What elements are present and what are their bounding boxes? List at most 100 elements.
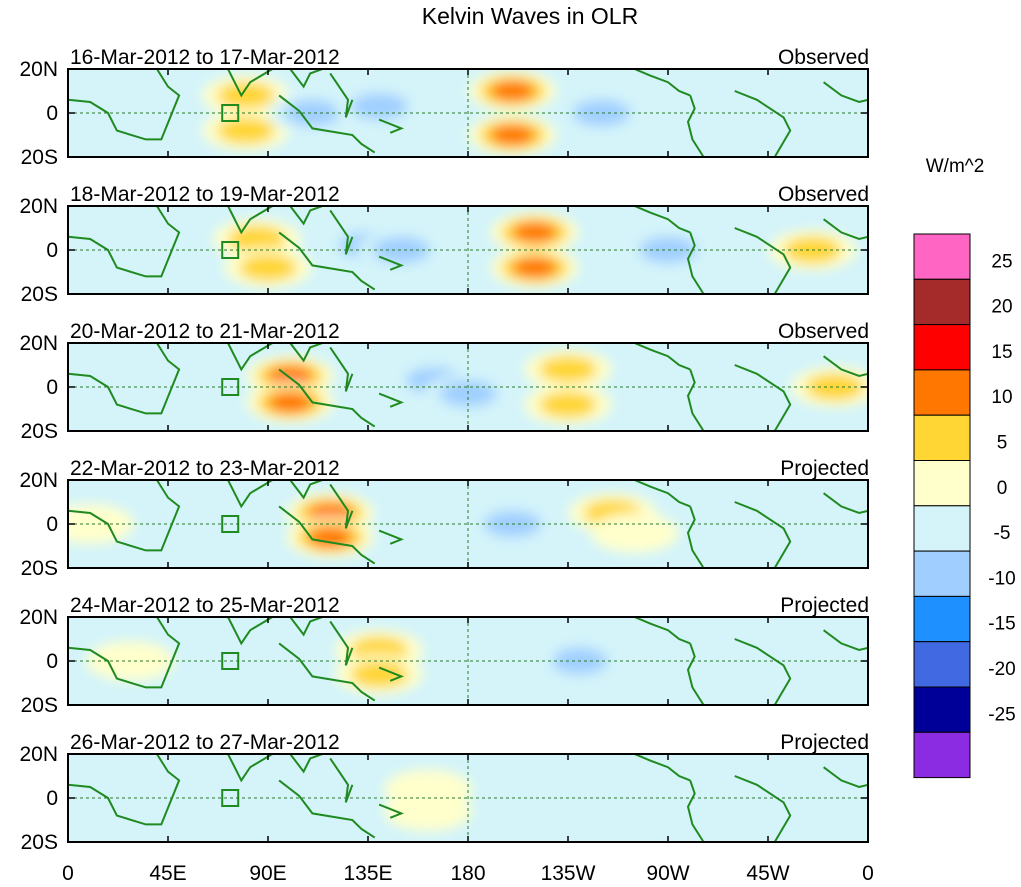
x-tick-label: 135W	[541, 862, 596, 885]
anomaly-contour	[350, 93, 408, 120]
colorbar-label: 5	[997, 433, 1008, 454]
coastline	[823, 629, 868, 652]
coastline	[289, 343, 326, 363]
colorbar-label: -20	[988, 659, 1015, 680]
coastline	[227, 617, 273, 646]
anomaly-contour	[307, 526, 353, 548]
colorbar-swatch	[913, 233, 971, 280]
coastline	[823, 766, 868, 789]
x-tick-label: 0	[862, 862, 874, 885]
y-tick-label: 20S	[21, 146, 58, 169]
colorbar-swatch	[913, 324, 971, 371]
anomaly-contour	[379, 495, 468, 536]
coastline	[734, 227, 792, 294]
coastline	[634, 69, 691, 97]
coastline	[289, 754, 326, 774]
coastline	[329, 483, 354, 529]
colorbar-swatch	[913, 278, 971, 326]
coastline	[68, 754, 181, 826]
anomaly-contour	[216, 117, 275, 144]
panel-date-range: 22-Mar-2012 to 23-Mar-2012	[70, 457, 340, 480]
map-panel: 20N 0 20S 22-Mar-2012 to 23-Mar-2012 Project…	[19, 457, 869, 580]
coastline	[686, 232, 705, 294]
map-panel: 20N 0 20S 24-Mar-2012 to 25-Mar-2012 Project…	[19, 594, 869, 717]
anomaly-contour	[239, 254, 297, 281]
anomaly-contour	[701, 504, 790, 544]
y-tick-label: 0	[46, 102, 58, 125]
y-tick-label: 20N	[19, 58, 58, 81]
coastline	[329, 620, 354, 666]
colorbar-label: -10	[988, 568, 1015, 589]
anomaly-contour	[267, 365, 313, 387]
coastlines	[68, 617, 868, 705]
coastline	[329, 346, 354, 392]
coastline	[68, 480, 181, 552]
coastline	[289, 206, 326, 226]
coastline	[68, 343, 181, 415]
coastline	[634, 343, 691, 371]
panel-status: Projected	[780, 457, 869, 480]
coastlines	[68, 754, 868, 842]
coastline	[686, 369, 705, 431]
panel-status: Observed	[778, 183, 869, 206]
anomaly-contour	[657, 367, 746, 407]
coastline	[329, 757, 354, 803]
coastline	[823, 218, 868, 241]
x-tick-label: 180	[450, 862, 485, 885]
anomaly-contour	[350, 661, 408, 688]
colorbar-label: 10	[991, 387, 1012, 408]
coastline	[823, 355, 868, 378]
coastline	[823, 492, 868, 515]
coastline	[634, 206, 691, 234]
anomaly-field	[68, 480, 868, 568]
colorbar-swatch	[913, 505, 971, 552]
coastline	[289, 69, 326, 89]
colorbar-units-label: W/m^2	[926, 156, 985, 177]
coastline	[634, 480, 691, 508]
map-panel: 20N 0 20S 26-Mar-2012 to 27-Mar-2012 Project…	[19, 731, 869, 854]
x-tick-label: 45E	[149, 862, 186, 885]
colorbar-swatch	[913, 595, 971, 643]
y-tick-label: 0	[46, 787, 58, 810]
coastline	[68, 206, 181, 278]
anomaly-contour	[512, 257, 557, 278]
coastline	[329, 209, 354, 255]
colorbar-label: 15	[991, 342, 1012, 363]
anomaly-contour	[201, 641, 290, 681]
x-axis: 0 45E 90E 135E 180 135W 90W 45W 0	[62, 862, 874, 885]
x-tick-label: 135E	[343, 862, 392, 885]
colorbar-swatch	[913, 369, 971, 416]
panel-date-range: 24-Mar-2012 to 25-Mar-2012	[70, 594, 340, 617]
coastline	[734, 501, 792, 568]
coastline	[289, 480, 326, 500]
coastlines	[68, 343, 868, 431]
coastline	[227, 343, 273, 372]
coastline	[686, 643, 705, 705]
coastline	[278, 779, 376, 839]
panel-status: Observed	[778, 320, 869, 343]
x-tick-label: 0	[62, 862, 74, 885]
coastline	[823, 81, 868, 104]
coastline	[734, 364, 792, 431]
coastline	[634, 754, 691, 782]
anomaly-contour	[501, 795, 590, 836]
panel-date-range: 26-Mar-2012 to 27-Mar-2012	[70, 731, 340, 754]
colorbar-swatch	[913, 686, 971, 733]
panel-status: Projected	[780, 594, 869, 617]
coastline	[278, 368, 376, 428]
coastline	[289, 617, 326, 637]
panel-date-range: 18-Mar-2012 to 19-Mar-2012	[70, 183, 340, 206]
colorbar-label: 0	[997, 478, 1008, 499]
anomaly-contour	[805, 373, 864, 401]
coastline	[278, 642, 376, 702]
coastline	[734, 638, 792, 705]
colorbar-swatch	[913, 731, 971, 779]
anomaly-field	[68, 343, 868, 431]
coastline	[378, 255, 405, 271]
y-tick-label: 0	[46, 376, 58, 399]
coastline	[227, 480, 273, 509]
y-tick-label: 0	[46, 650, 58, 673]
anomaly-contour	[372, 236, 431, 264]
coastlines	[68, 206, 868, 294]
